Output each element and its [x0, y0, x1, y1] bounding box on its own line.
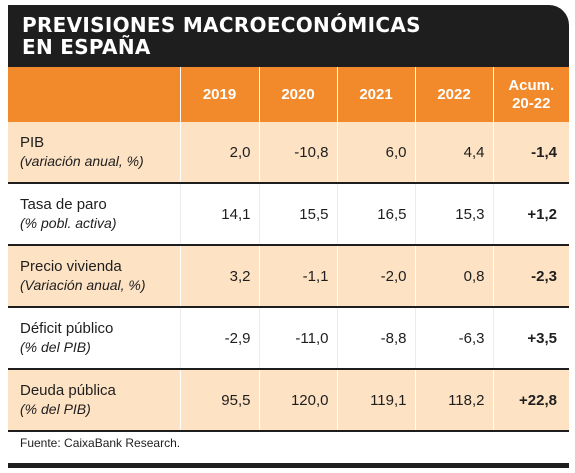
value-cell: -2,9 [180, 307, 260, 370]
value-cell: -10,8 [259, 122, 338, 184]
row-sublabel: (% del PIB) [20, 401, 91, 417]
acum-cell: +22,8 [493, 369, 569, 432]
row-label: Deuda pública [20, 382, 116, 399]
title-bar: PREVISIONES MACROECONÓMICAS EN ESPAÑA [8, 5, 569, 67]
value-cell: -11,0 [259, 307, 338, 370]
source-note: Fuente: CaixaBank Research. [20, 436, 181, 450]
title-line-1: PREVISIONES MACROECONÓMICAS [22, 13, 421, 37]
row-sublabel: (Variación anual, %) [20, 277, 146, 293]
acum-cell: -2,3 [493, 245, 569, 308]
title-line-2: EN ESPAÑA [22, 35, 151, 59]
table-row: Déficit público (% del PIB) -2,9 -11,0 -… [8, 307, 569, 370]
table-title: PREVISIONES MACROECONÓMICAS EN ESPAÑA [22, 14, 542, 58]
forecast-table: 2019 2020 2021 2022 Acum. 20-22 PIB (var… [8, 67, 569, 432]
row-label-cell: Tasa de paro (% pobl. activa) [8, 183, 181, 246]
value-cell: 6,0 [337, 122, 416, 184]
bottom-divider [8, 463, 569, 468]
header-row: 2019 2020 2021 2022 Acum. 20-22 [8, 67, 569, 122]
header-year-2020: 2020 [259, 67, 338, 122]
acum-cell: +1,2 [493, 183, 569, 246]
value-cell: 15,3 [415, 183, 494, 246]
value-cell: 95,5 [180, 369, 260, 432]
value-cell: 120,0 [259, 369, 338, 432]
header-acum-line-1: Acum. [508, 76, 555, 94]
row-label-cell: Deuda pública (% del PIB) [8, 369, 181, 432]
value-cell: 118,2 [415, 369, 494, 432]
row-label-cell: Déficit público (% del PIB) [8, 307, 181, 370]
row-label: Precio vivienda [20, 258, 122, 275]
value-cell: 119,1 [337, 369, 416, 432]
header-blank [8, 67, 181, 122]
header-year-2021: 2021 [337, 67, 416, 122]
table-row: Tasa de paro (% pobl. activa) 14,1 15,5 … [8, 183, 569, 246]
value-cell: 3,2 [180, 245, 260, 308]
header-acum-line-2: 20-22 [512, 94, 551, 112]
table-row: Deuda pública (% del PIB) 95,5 120,0 119… [8, 369, 569, 432]
row-label: Déficit público [20, 320, 114, 337]
row-label: Tasa de paro [20, 196, 107, 213]
value-cell: 0,8 [415, 245, 494, 308]
value-cell: -2,0 [337, 245, 416, 308]
table-row: Precio vivienda (Variación anual, %) 3,2… [8, 245, 569, 308]
value-cell: -8,8 [337, 307, 416, 370]
value-cell: 4,4 [415, 122, 494, 184]
row-sublabel: (variación anual, %) [20, 153, 144, 169]
header-acum: Acum. 20-22 [493, 67, 569, 122]
acum-cell: -1,4 [493, 122, 569, 184]
header-year-2022: 2022 [415, 67, 494, 122]
row-label: PIB [20, 134, 45, 151]
row-sublabel: (% del PIB) [20, 339, 91, 355]
value-cell: 2,0 [180, 122, 260, 184]
acum-cell: +3,5 [493, 307, 569, 370]
forecast-table-card: PREVISIONES MACROECONÓMICAS EN ESPAÑA 20… [8, 5, 569, 468]
value-cell: 14,1 [180, 183, 260, 246]
value-cell: 16,5 [337, 183, 416, 246]
table-row: PIB (variación anual, %) 2,0 -10,8 6,0 4… [8, 122, 569, 184]
header-year-2019: 2019 [180, 67, 260, 122]
value-cell: -6,3 [415, 307, 494, 370]
value-cell: 15,5 [259, 183, 338, 246]
row-sublabel: (% pobl. activa) [20, 215, 117, 231]
row-label-cell: Precio vivienda (Variación anual, %) [8, 245, 181, 308]
row-label-cell: PIB (variación anual, %) [8, 122, 181, 184]
value-cell: -1,1 [259, 245, 338, 308]
